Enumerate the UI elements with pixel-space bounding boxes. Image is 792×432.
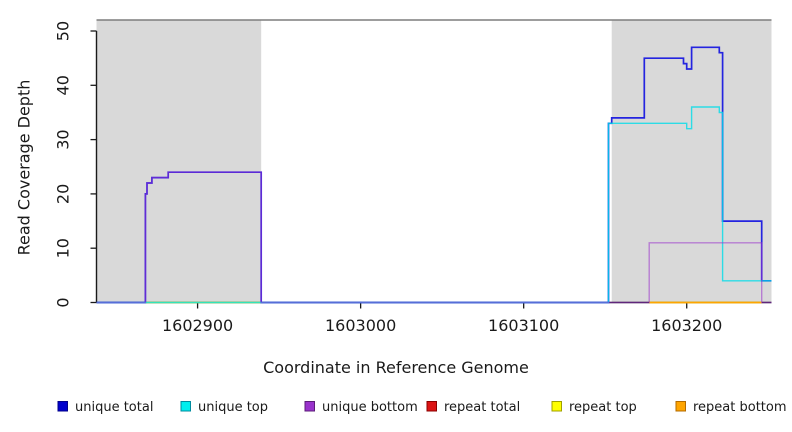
series-line-unique-bottom bbox=[96, 171, 772, 304]
y-tick-label: 50 bbox=[54, 21, 73, 41]
legend-label-unique-bottom: unique bottom bbox=[322, 400, 418, 415]
legend-label-repeat-bottom: repeat bottom bbox=[693, 400, 787, 415]
legend-item-repeat-total: repeat total bbox=[426, 400, 520, 415]
legend-item-unique-total: unique total bbox=[57, 400, 153, 415]
legend-item-repeat-top: repeat top bbox=[551, 400, 637, 415]
legend-item-unique-bottom: unique bottom bbox=[304, 400, 418, 415]
y-tick-label: 30 bbox=[54, 129, 73, 149]
legend-swatch-repeat-bottom bbox=[675, 401, 686, 412]
y-tick-label: 0 bbox=[54, 297, 73, 307]
y-tick-label: 20 bbox=[54, 184, 73, 204]
legend-label-repeat-top: repeat top bbox=[569, 400, 637, 415]
legend-label-unique-top: unique top bbox=[198, 400, 268, 415]
x-tick-label: 1603100 bbox=[488, 316, 559, 335]
series-line-unique-top bbox=[96, 106, 772, 304]
y-axis-title: Read Coverage Depth bbox=[14, 79, 34, 256]
repeat-region-shade-1 bbox=[96, 20, 262, 303]
y-tick-label: 40 bbox=[54, 75, 73, 95]
legend-label-repeat-total: repeat total bbox=[444, 400, 520, 415]
legend-item-repeat-bottom: repeat bottom bbox=[675, 400, 787, 415]
legend-item-unique-top: unique top bbox=[180, 400, 268, 415]
legend-swatch-unique-total bbox=[57, 401, 68, 412]
legend-swatch-unique-top bbox=[180, 401, 191, 412]
x-tick-label: 1603200 bbox=[651, 316, 722, 335]
x-axis-title: Coordinate in Reference Genome bbox=[263, 358, 529, 377]
legend-swatch-repeat-total bbox=[426, 401, 437, 412]
legend-swatch-unique-bottom bbox=[304, 401, 315, 412]
y-tick-label: 10 bbox=[54, 238, 73, 258]
x-tick-label: 1602900 bbox=[162, 316, 233, 335]
x-tick-label: 1603000 bbox=[325, 316, 396, 335]
legend-swatch-repeat-top bbox=[551, 401, 562, 412]
legend-label-unique-total: unique total bbox=[75, 400, 153, 415]
